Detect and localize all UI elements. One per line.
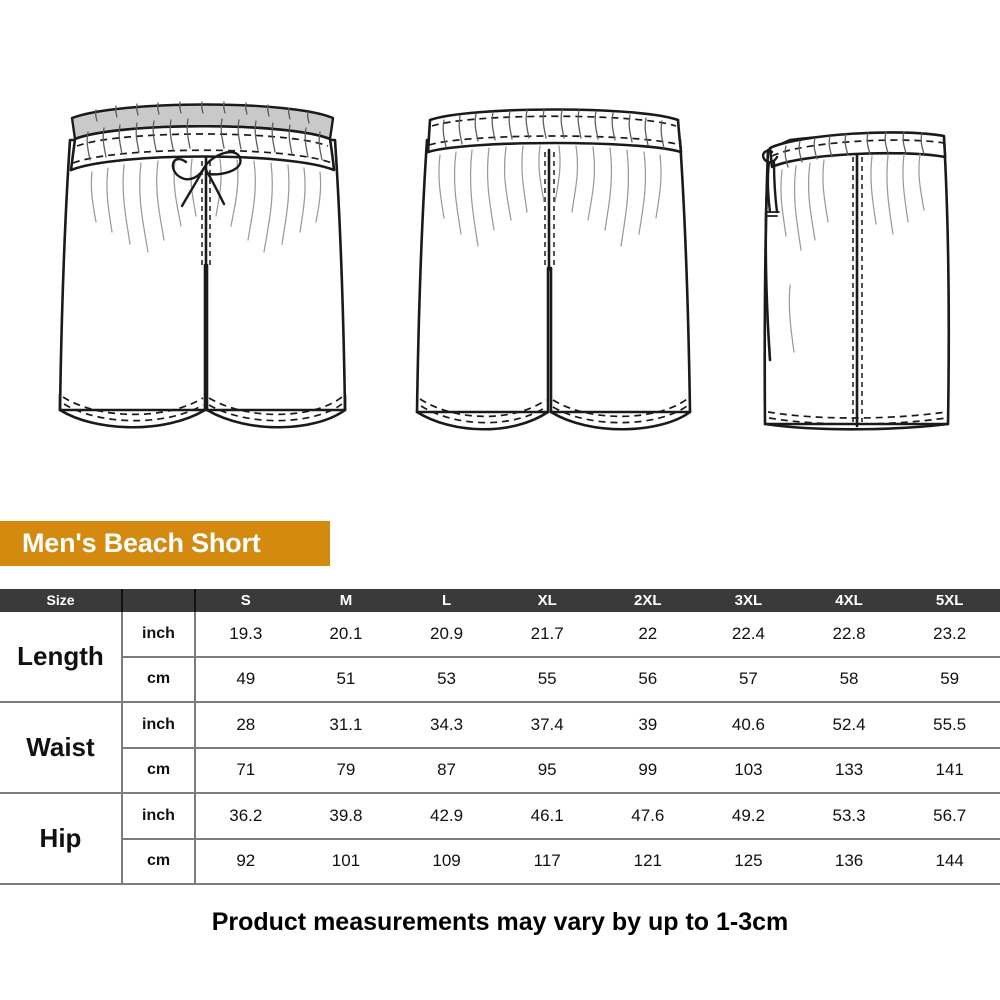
- table-row: Hip inch 36.2 39.8 42.9 46.1 47.6 49.2 5…: [0, 793, 1000, 885]
- back-view-sketch: [415, 108, 692, 431]
- cell-hip-inch-m: 39.8: [295, 793, 397, 840]
- header-size-3xl: 3XL: [698, 589, 799, 612]
- cell-hip-inch-2xl: 47.6: [597, 793, 699, 840]
- cell-length-cm-5xl: 59: [899, 656, 1000, 703]
- cell-hip-cm-xl: 117: [496, 838, 598, 885]
- table-row: cm 92 101 109 117 121 125 136 144: [0, 838, 1000, 885]
- front-view-sketch: [58, 101, 347, 429]
- cell-waist-cm-s: 71: [195, 747, 296, 794]
- row-label-hip: Hip: [0, 793, 123, 885]
- cell-hip-cm-5xl: 144: [899, 838, 1000, 885]
- header-unit-label: [121, 589, 195, 612]
- cell-length-inch-3xl: 22.4: [698, 612, 799, 658]
- cell-length-cm-m: 51: [295, 656, 397, 703]
- header-size-m: M: [295, 589, 397, 612]
- cell-length-cm-2xl: 56: [597, 656, 699, 703]
- cell-waist-inch-4xl: 52.4: [798, 702, 900, 749]
- cell-length-inch-5xl: 23.2: [899, 612, 1000, 658]
- cell-hip-inch-l: 42.9: [396, 793, 497, 840]
- cell-hip-inch-s: 36.2: [195, 793, 296, 840]
- cell-waist-cm-l: 87: [396, 747, 497, 794]
- cell-waist-cm-m: 79: [295, 747, 397, 794]
- header-size-5xl: 5XL: [899, 589, 1000, 612]
- cell-hip-cm-2xl: 121: [597, 838, 699, 885]
- drawstring-bow: [171, 151, 242, 208]
- cell-hip-inch-5xl: 56.7: [899, 793, 1000, 840]
- cell-waist-cm-5xl: 141: [899, 747, 1000, 794]
- cell-length-inch-xl: 21.7: [496, 612, 598, 658]
- shorts-technical-sketches: .ln { fill:none; stroke:#1A1A1A; stroke-…: [58, 101, 951, 431]
- cell-length-inch-s: 19.3: [195, 612, 296, 658]
- title-banner: Men's Beach Short: [0, 521, 330, 566]
- cell-waist-inch-5xl: 55.5: [899, 702, 1000, 749]
- unit-label-cm: cm: [122, 747, 196, 794]
- product-illustrations: .ln { fill:none; stroke:#1A1A1A; stroke-…: [58, 101, 951, 431]
- table-body: Length inch 19.3 20.1 20.9 21.7 22 22.4 …: [0, 612, 1000, 885]
- page-title: Men's Beach Short: [22, 528, 261, 558]
- cell-hip-inch-xl: 46.1: [496, 793, 598, 840]
- unit-label-cm: cm: [122, 838, 196, 885]
- cell-length-cm-4xl: 58: [798, 656, 900, 703]
- size-chart-table: Size S M L XL 2XL 3XL 4XL 5XL Length inc…: [0, 589, 1000, 885]
- cell-length-cm-xl: 55: [496, 656, 598, 703]
- cell-hip-cm-m: 101: [295, 838, 397, 885]
- measurement-disclaimer: Product measurements may vary by up to 1…: [211, 908, 789, 936]
- cell-hip-cm-l: 109: [396, 838, 497, 885]
- cell-hip-cm-4xl: 136: [798, 838, 900, 885]
- cell-waist-inch-2xl: 39: [597, 702, 699, 749]
- header-size-4xl: 4XL: [798, 589, 900, 612]
- cell-waist-cm-3xl: 103: [698, 747, 799, 794]
- cell-waist-inch-l: 34.3: [396, 702, 497, 749]
- table-row: Waist inch 28 31.1 34.3 37.4 39 40.6 52.…: [0, 702, 1000, 794]
- cell-waist-inch-xl: 37.4: [496, 702, 598, 749]
- header-row: Size S M L XL 2XL 3XL 4XL 5XL: [0, 589, 1000, 612]
- side-view-sketch: [761, 131, 951, 431]
- unit-label-inch: inch: [122, 612, 196, 658]
- cell-length-inch-4xl: 22.8: [798, 612, 900, 658]
- table-header: Size S M L XL 2XL 3XL 4XL 5XL: [0, 589, 1000, 612]
- cell-length-inch-2xl: 22: [597, 612, 699, 658]
- header-size-l: L: [396, 589, 497, 612]
- table-row: Length inch 19.3 20.1 20.9 21.7 22 22.4 …: [0, 612, 1000, 703]
- unit-label-cm: cm: [122, 656, 196, 703]
- row-label-length: Length: [0, 612, 123, 703]
- cell-waist-cm-xl: 95: [496, 747, 598, 794]
- unit-label-inch: inch: [122, 702, 196, 749]
- cell-length-cm-s: 49: [195, 656, 296, 703]
- cell-hip-cm-s: 92: [195, 838, 296, 885]
- table-row: cm 49 51 53 55 56 57 58 59: [0, 656, 1000, 703]
- header-size-label: Size: [0, 589, 122, 612]
- header-size-xl: XL: [496, 589, 598, 612]
- cell-hip-cm-3xl: 125: [698, 838, 799, 885]
- cell-waist-cm-4xl: 133: [798, 747, 900, 794]
- table-row: cm 71 79 87 95 99 103 133 141: [0, 747, 1000, 794]
- header-size-2xl: 2XL: [597, 589, 699, 612]
- cell-waist-inch-3xl: 40.6: [698, 702, 799, 749]
- cell-length-cm-l: 53: [396, 656, 497, 703]
- cell-length-inch-m: 20.1: [295, 612, 397, 658]
- unit-label-inch: inch: [122, 793, 196, 840]
- cell-length-cm-3xl: 57: [698, 656, 799, 703]
- cell-length-inch-l: 20.9: [396, 612, 497, 658]
- cell-waist-cm-2xl: 99: [597, 747, 699, 794]
- cell-hip-inch-4xl: 53.3: [798, 793, 900, 840]
- cell-waist-inch-s: 28: [195, 702, 296, 749]
- row-label-waist: Waist: [0, 702, 123, 794]
- header-size-s: S: [194, 589, 296, 612]
- cell-waist-inch-m: 31.1: [295, 702, 397, 749]
- cell-hip-inch-3xl: 49.2: [698, 793, 799, 840]
